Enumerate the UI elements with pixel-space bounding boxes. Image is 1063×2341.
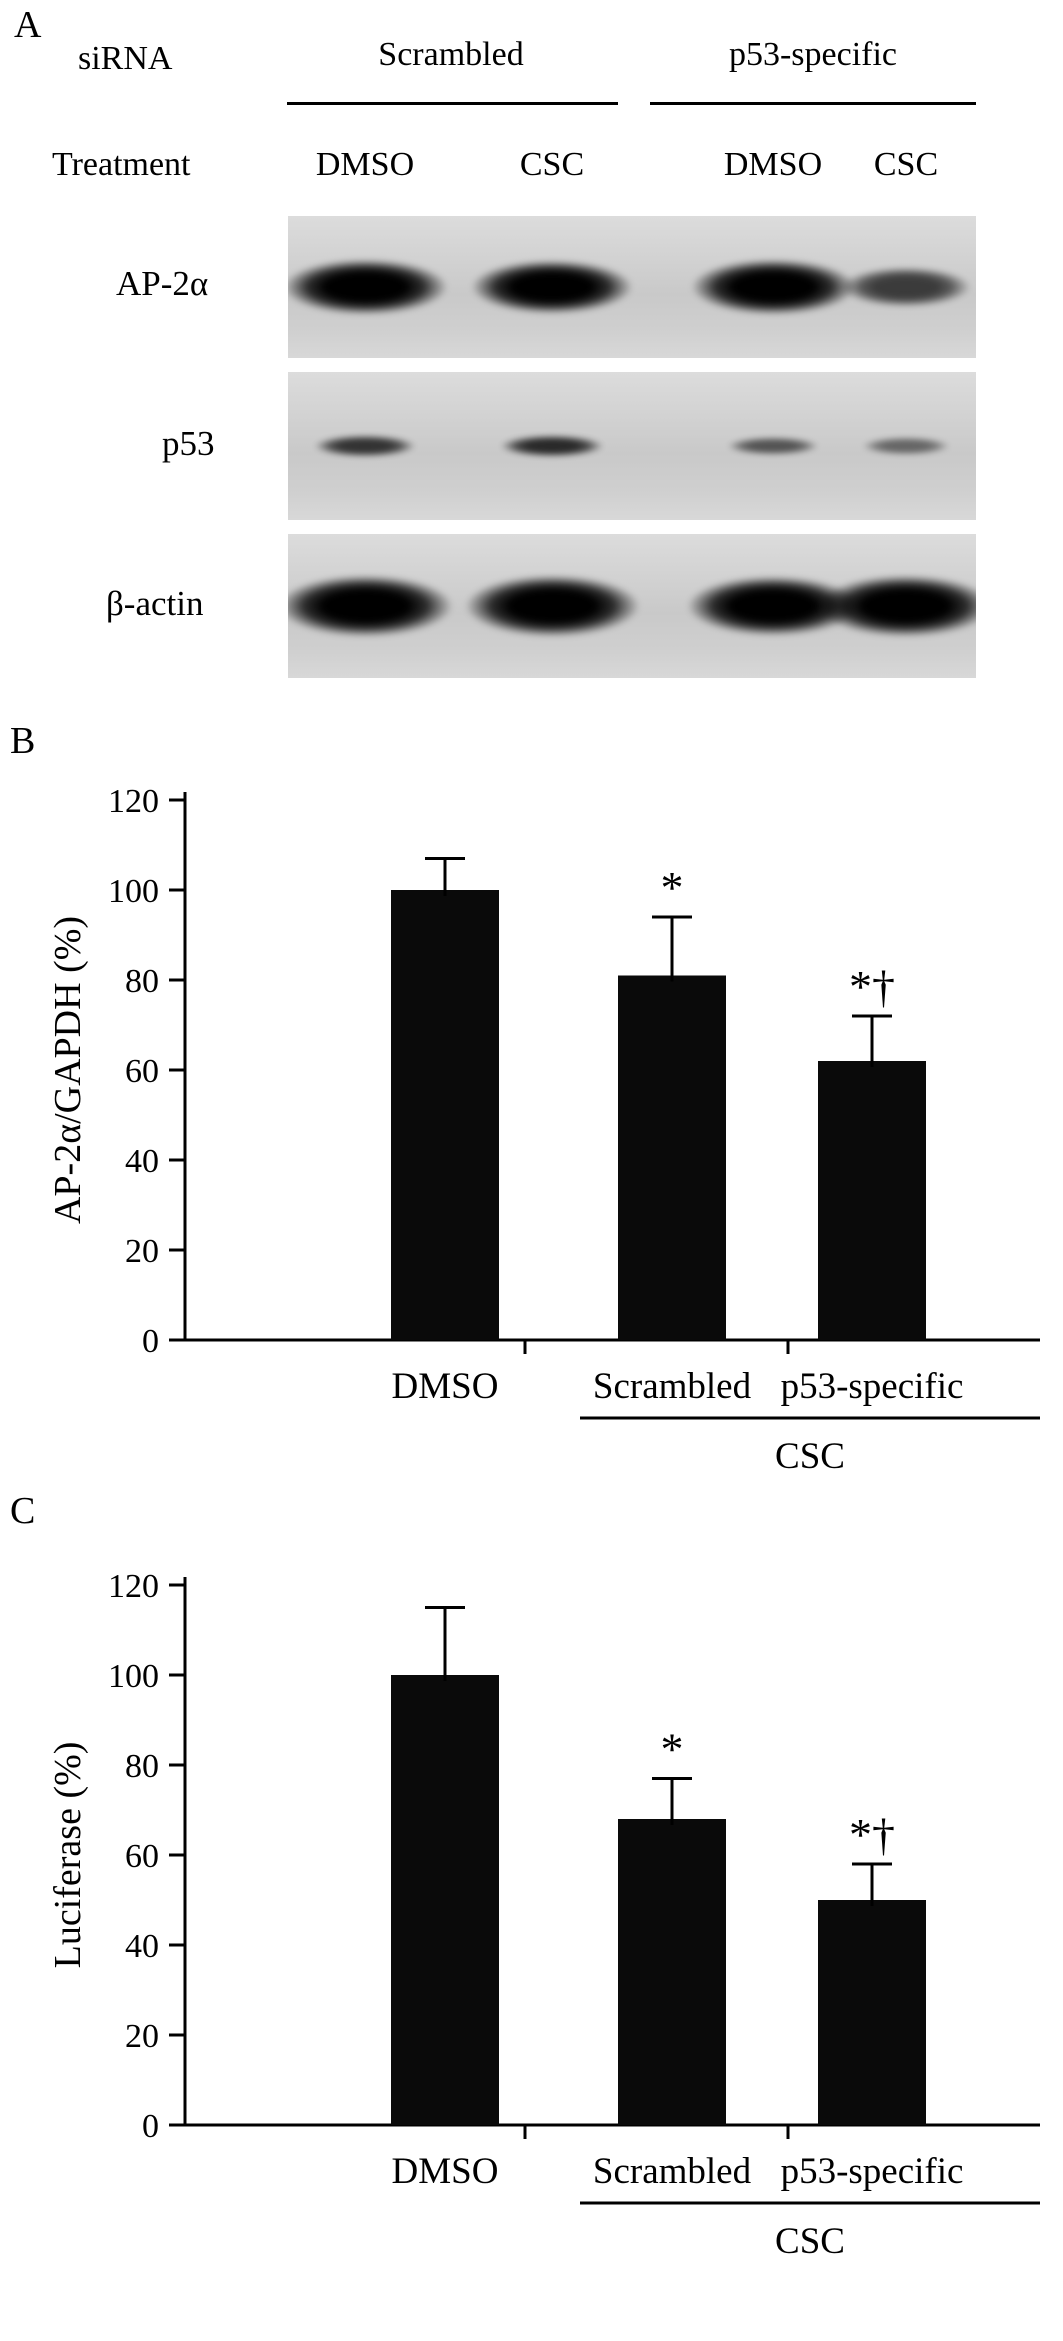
bar-Scrambled [618,1819,726,2125]
protein-band [818,575,976,637]
y-tick-label: 20 [125,2018,159,2055]
treatment-lane-2: CSC [519,146,585,183]
sirna-row-label: siRNA [78,40,173,77]
protein-band [288,575,453,637]
bar-Scrambled [618,975,726,1340]
protein-band [471,259,634,315]
y-tick-label: 60 [125,1838,159,1875]
protein-band [500,434,604,458]
significance-marker: * [661,862,684,913]
significance-marker: * [661,1724,684,1775]
y-tick-label: 80 [125,1748,159,1785]
y-tick-label: 40 [125,1928,159,1965]
protein-band [288,259,448,315]
y-tick-label: 60 [125,1053,159,1090]
bar-p53-specific [818,1900,926,2125]
blot-label-p53: p53 [162,424,215,463]
protein-band [861,437,950,455]
significance-marker: *† [849,961,895,1012]
x-category-label: p53-specific [781,1366,964,1407]
bar-p53-specific [818,1061,926,1340]
group-label: CSC [775,2221,845,2262]
treatment-lane-4: CSC [873,146,939,183]
panel-c-label: C [10,1490,36,1532]
treatment-lane-1: DMSO [315,146,415,183]
x-category-label: DMSO [392,2151,499,2192]
blot-strip-beta-actin [288,534,976,678]
y-tick-label: 80 [125,963,159,1000]
significance-marker: *† [849,1809,895,1860]
y-tick-label: 0 [142,2108,159,2145]
panel-a-label: A [14,4,42,46]
treatment-row-label: Treatment [52,146,191,183]
blot-label-beta-actin: β-actin [106,584,204,623]
blot-label-ap2a: AP-2α [116,264,209,303]
panel-b-chart: 0 20 40 60 80 100 120 AP-2α/GAPDH (%) DMSO * Scram… [47,783,1040,1477]
treatment-lane-3: DMSO [723,146,823,183]
bar-DMSO [391,890,499,1340]
y-tick-label: 40 [125,1143,159,1180]
y-tick-label: 120 [108,783,159,820]
group-label: CSC [775,1436,845,1477]
y-tick-label: 20 [125,1233,159,1270]
protein-band [314,435,416,457]
x-category-label: Scrambled [593,2151,752,2192]
protein-band [464,575,640,637]
y-tick-label: 120 [108,1568,159,1605]
y-axis-title: Luciferase (%) [47,1742,89,1969]
y-tick-label: 0 [142,1323,159,1360]
y-tick-label: 100 [108,1658,159,1695]
sirna-group-p53-specific: p53-specific [728,36,898,73]
protein-band [690,259,856,315]
panel-b-label: B [10,720,36,762]
p53-specific-underline [650,102,976,105]
protein-band [840,267,972,307]
sirna-group-scrambled: Scrambled [378,36,524,73]
scrambled-underline [287,102,618,105]
y-axis-title: AP-2α/GAPDH (%) [47,916,89,1224]
panel-c-chart: 0 20 40 60 80 100 120 Luciferase (%) DMSO * Scramb… [47,1568,1040,2262]
y-tick-label: 100 [108,873,159,910]
blot-strip-ap2a [288,216,976,358]
bar-DMSO [391,1675,499,2125]
x-category-label: Scrambled [593,1366,752,1407]
protein-band [726,436,820,456]
x-category-label: p53-specific [781,2151,964,2192]
x-category-label: DMSO [392,1366,499,1407]
blot-strip-p53 [288,372,976,520]
